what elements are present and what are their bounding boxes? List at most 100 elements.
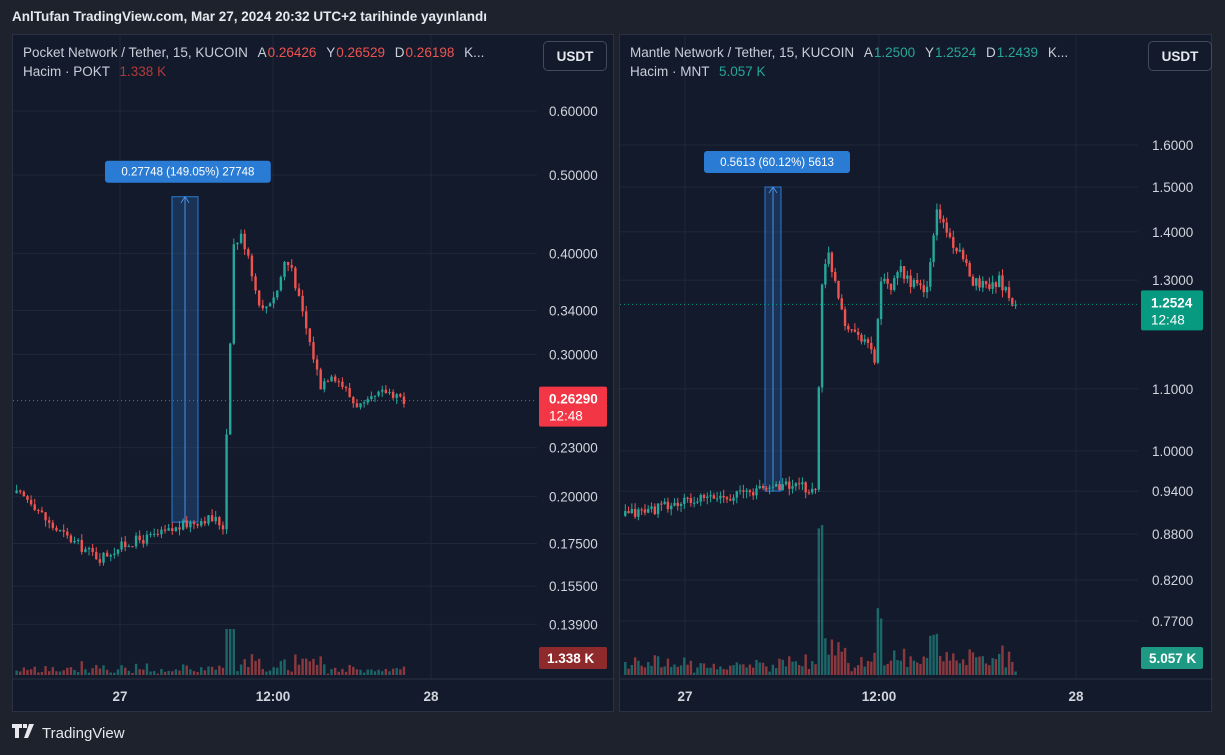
x-tick-label: 27 <box>112 689 127 704</box>
volume-value: 1.338 K <box>119 64 167 79</box>
candle-body <box>679 503 683 506</box>
y-tick-label: 1.4000 <box>1152 225 1193 240</box>
volume-bar <box>399 669 402 675</box>
volume-bar <box>283 659 286 675</box>
candle-body <box>247 249 250 256</box>
volume-badge <box>1141 647 1203 669</box>
candle-body <box>840 298 843 310</box>
candle-body <box>889 283 893 290</box>
volume-label[interactable]: Hacim · POKT <box>23 64 110 79</box>
volume-bar <box>952 653 955 675</box>
candle-body <box>181 520 185 530</box>
candle-body <box>827 252 830 264</box>
candle-body <box>938 209 942 219</box>
volume-bar <box>203 670 207 675</box>
volume-bar <box>893 650 896 675</box>
candle-body <box>196 523 199 526</box>
candle-body <box>965 259 968 264</box>
candle-body <box>676 502 679 506</box>
candle-body <box>630 509 634 514</box>
chart-panel-pokt[interactable]: 0.60000 0.50000 0.40000 0.34000 0.30000 0.230… <box>12 34 615 713</box>
symbol-title[interactable]: Pocket Network / Tether, 15, KUCOIN <box>23 45 248 60</box>
candle-body <box>738 490 742 492</box>
candle-body <box>853 329 857 332</box>
candle-body <box>942 218 945 223</box>
volume-label[interactable]: Hacim · MNT <box>630 64 710 79</box>
volume-bar <box>683 657 686 675</box>
candle-body <box>160 529 163 535</box>
candle-body <box>156 533 159 535</box>
candle-body <box>167 528 170 531</box>
volume-bar <box>272 667 275 675</box>
low-label: D <box>394 45 405 60</box>
volume-bar <box>352 666 355 675</box>
volume-bar <box>95 664 98 675</box>
volume-bar <box>341 668 344 675</box>
currency-unit-button[interactable]: USDT <box>1148 41 1212 71</box>
volume-bar <box>294 654 297 675</box>
volume-bar <box>804 654 807 675</box>
volume-bar <box>971 652 975 675</box>
chart-canvas-pokt[interactable]: 0.60000 0.50000 0.40000 0.34000 0.30000 0.230… <box>13 35 615 713</box>
candle-body <box>981 281 984 288</box>
candle-body <box>297 288 301 296</box>
volume-bar <box>44 666 47 675</box>
candle-body <box>637 509 640 517</box>
measure-label-bg <box>105 160 271 183</box>
candle-body <box>381 389 384 392</box>
volume-bar <box>359 669 362 675</box>
volume-bar <box>1001 645 1004 675</box>
volume-bar <box>955 660 958 675</box>
candle-body <box>171 528 174 532</box>
volume-bar <box>811 661 814 675</box>
candle-body <box>40 510 44 513</box>
candle-body <box>919 283 922 286</box>
candle-body <box>257 290 261 306</box>
x-tick-label: 12:00 <box>256 689 291 704</box>
candle-body <box>788 481 791 489</box>
tradingview-footer[interactable]: TradingView <box>12 723 125 743</box>
last-price-value: 0.26290 <box>549 392 598 407</box>
candle-body <box>945 222 948 233</box>
candle-body <box>666 501 670 510</box>
y-tick-label: 0.9400 <box>1152 484 1193 499</box>
currency-unit-button[interactable]: USDT <box>543 41 607 71</box>
volume-bar <box>922 656 925 675</box>
candle-body <box>758 485 761 489</box>
candle-body <box>640 509 643 511</box>
volume-bar <box>863 666 866 675</box>
volume-bar <box>26 669 29 675</box>
candle-body <box>837 280 840 299</box>
symbol-title[interactable]: Mantle Network / Tether, 15, KUCOIN <box>630 45 855 60</box>
volume-bar <box>69 667 73 675</box>
candle-body <box>51 522 55 528</box>
volume-bar <box>673 664 676 675</box>
volume-bar <box>1007 651 1011 675</box>
volume-bar <box>355 669 359 675</box>
candle-body <box>715 498 719 500</box>
volume-bar <box>167 670 170 675</box>
candle-body <box>929 262 932 287</box>
volume-bar <box>624 661 627 675</box>
candle-body <box>22 491 26 497</box>
volume-bar <box>879 618 883 675</box>
candle-body <box>102 552 105 563</box>
candle-body <box>656 503 660 515</box>
chart-canvas-mnt[interactable]: 1.6000 1.5000 1.4000 1.3000 1.1000 1.0000 0.94… <box>620 35 1213 713</box>
volume-bar <box>156 673 159 675</box>
volume-bar <box>84 669 87 675</box>
volume-bar <box>348 664 351 675</box>
volume-bar <box>991 658 994 675</box>
volume-bar <box>702 663 706 675</box>
candle-body <box>1007 287 1011 299</box>
volume-bar <box>326 673 330 675</box>
candle-body <box>377 391 380 396</box>
candle-body <box>732 497 735 501</box>
volume-bar <box>145 663 149 675</box>
candle-body <box>722 495 725 498</box>
chart-panel-mnt[interactable]: 1.6000 1.5000 1.4000 1.3000 1.1000 1.0000 0.94… <box>619 34 1213 713</box>
candle-body <box>225 434 228 530</box>
volume-bar <box>261 669 264 675</box>
candle-body <box>319 369 322 390</box>
volume-bar <box>337 671 340 675</box>
